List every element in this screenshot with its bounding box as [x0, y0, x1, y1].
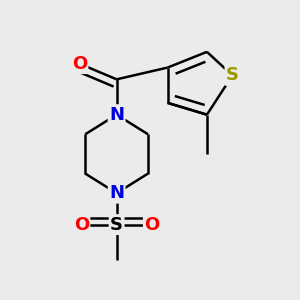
Text: N: N — [109, 184, 124, 202]
Text: O: O — [74, 216, 89, 234]
Text: O: O — [144, 216, 160, 234]
Text: S: S — [110, 216, 123, 234]
Text: S: S — [226, 66, 239, 84]
Text: N: N — [109, 106, 124, 124]
Text: O: O — [72, 55, 87, 73]
